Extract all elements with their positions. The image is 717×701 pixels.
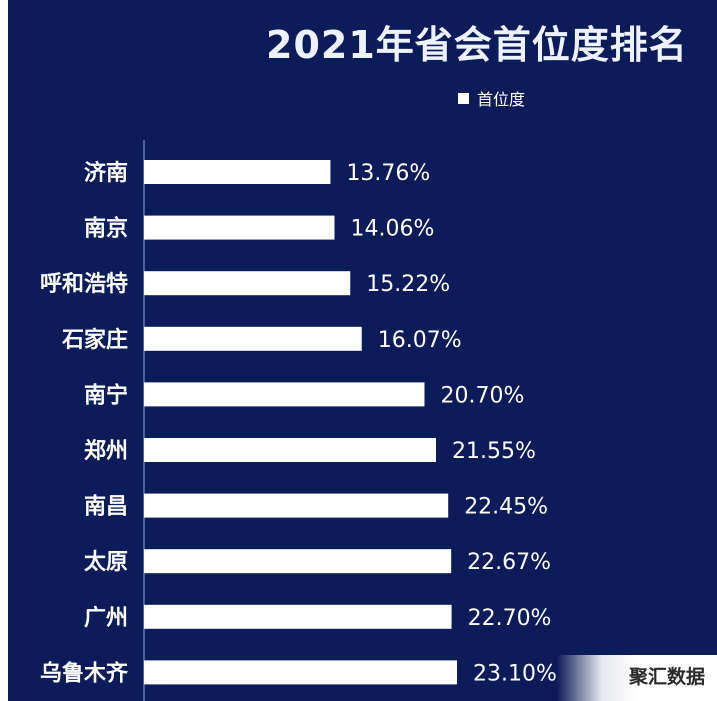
data-label: 15.22% — [366, 272, 450, 297]
chart-title: 2021年省会首位度排名 — [266, 23, 688, 67]
watermark-overlay: 聚汇数据 — [557, 655, 717, 701]
data-label: 16.07% — [378, 328, 462, 353]
bar — [144, 160, 331, 184]
data-label: 21.55% — [452, 439, 536, 464]
category-label: 广州 — [84, 605, 128, 631]
category-label: 呼和浩特 — [40, 271, 128, 297]
bar — [144, 549, 452, 574]
bar — [144, 382, 425, 407]
category-label: 石家庄 — [61, 327, 128, 353]
category-label: 南宁 — [84, 382, 128, 408]
category-label: 郑州 — [84, 439, 128, 464]
bar — [144, 493, 449, 518]
data-label: 22.67% — [467, 550, 551, 575]
legend-swatch — [458, 92, 469, 104]
data-label: 20.70% — [440, 383, 524, 408]
legend-label: 首位度 — [477, 90, 526, 109]
category-label: 乌鲁木齐 — [40, 660, 129, 686]
watermark-text: 聚汇数据 — [628, 666, 705, 688]
data-label: 22.45% — [464, 495, 548, 520]
category-label: 南京 — [84, 216, 128, 242]
data-label: 13.76% — [346, 161, 430, 186]
bar — [144, 271, 351, 296]
chart-legend: 首位度 — [458, 86, 525, 110]
data-label: 14.06% — [351, 217, 435, 242]
data-label: 22.70% — [468, 606, 552, 631]
chart-panel — [8, 0, 717, 701]
bar — [144, 326, 362, 351]
category-label: 南昌 — [84, 495, 128, 520]
bar — [144, 660, 458, 685]
bar — [144, 215, 335, 240]
category-label: 太原 — [84, 550, 128, 575]
data-label: 23.10% — [473, 661, 557, 686]
category-label: 济南 — [84, 160, 128, 186]
bar — [144, 438, 437, 462]
bar — [144, 604, 452, 629]
